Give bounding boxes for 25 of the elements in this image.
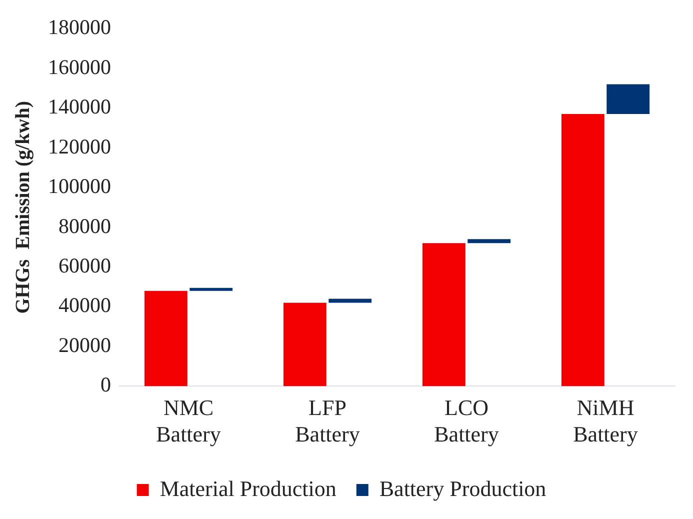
y-tick-label: 140000 [48,94,111,119]
bar [606,84,650,114]
x-tick-label: LCO Battery [434,395,499,447]
legend-label: Battery Production [379,476,546,501]
y-tick-label: 20000 [58,332,111,357]
bar [144,290,188,386]
bar [468,239,511,244]
bar [422,243,466,386]
y-tick-label: 120000 [48,134,111,158]
y-tick-label: 180000 [48,15,111,40]
legend-label: Material Production [160,476,336,501]
bar [190,288,233,291]
y-tick-label: 100000 [48,174,111,198]
y-axis-title: GHGs Emission (g/kwh) [12,100,34,314]
x-tick-label: LFP Battery [295,395,360,447]
y-tick-label: 40000 [58,293,111,318]
bar [328,298,372,303]
y-tick-label: 80000 [58,214,111,238]
bar [283,302,326,386]
y-tick-label: 160000 [48,54,111,79]
bar [561,114,604,386]
x-tick-label: NiMH Battery [573,395,638,447]
y-tick-label: 60000 [58,254,111,278]
y-tick-label: 0 [100,372,111,397]
x-tick-label: NMC Battery [156,395,221,447]
